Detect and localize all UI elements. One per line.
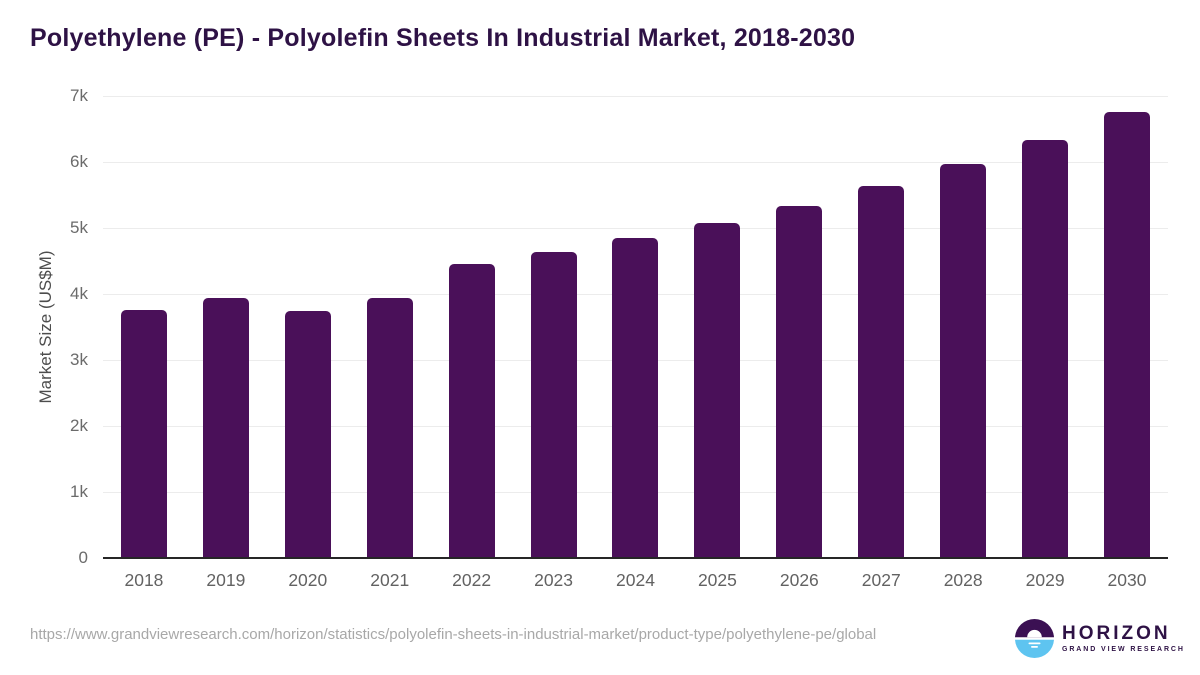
- bar-slot-2026: [758, 96, 840, 558]
- bar-slot-2030: [1086, 96, 1168, 558]
- bar-slot-2025: [676, 96, 758, 558]
- bar-2022[interactable]: [448, 264, 495, 558]
- xtick-2018: 2018: [124, 570, 164, 590]
- bar-slot-2027: [840, 96, 922, 558]
- logo-subbrand: GRAND VIEW RESEARCH: [1062, 646, 1185, 653]
- bar-2028[interactable]: [940, 164, 987, 558]
- xtick-2021: 2021: [370, 570, 410, 590]
- bar-2018[interactable]: [120, 310, 167, 558]
- bar-slot-2024: [595, 96, 677, 558]
- bar-slot-2018: [103, 96, 185, 558]
- bar-slot-2021: [349, 96, 431, 558]
- bar-2025[interactable]: [694, 223, 741, 558]
- ytick-3k: 3k: [70, 350, 88, 369]
- xtick-2029: 2029: [1025, 570, 1065, 590]
- bar-slot-2022: [431, 96, 513, 558]
- bar-2024[interactable]: [612, 238, 659, 558]
- horizon-sun-icon: [1015, 618, 1054, 659]
- gridline-5k: [103, 228, 1168, 229]
- chart-title: Polyethylene (PE) - Polyolefin Sheets In…: [30, 24, 856, 52]
- xtick-2028: 2028: [943, 570, 983, 590]
- xtick-2022: 2022: [452, 570, 492, 590]
- ytick-5k: 5k: [70, 218, 88, 237]
- xtick-2025: 2025: [697, 570, 737, 590]
- ytick-6k: 6k: [70, 152, 88, 171]
- xtick-2024: 2024: [616, 570, 655, 590]
- bar-slot-2029: [1004, 96, 1086, 558]
- bar-slot-2020: [267, 96, 349, 558]
- xtick-2027: 2027: [861, 570, 901, 590]
- plot-area: [103, 96, 1168, 559]
- xtick-2026: 2026: [779, 570, 819, 590]
- bar-slot-2019: [185, 96, 267, 558]
- ytick-7k: 7k: [70, 86, 88, 105]
- bar-2027[interactable]: [858, 186, 905, 558]
- bar-slot-2028: [922, 96, 1004, 558]
- xtick-2020: 2020: [288, 570, 328, 590]
- bar-2021[interactable]: [366, 298, 413, 558]
- source-url: https://www.grandviewresearch.com/horizo…: [30, 626, 877, 643]
- xtick-2019: 2019: [206, 570, 246, 590]
- x-axis-ticks: 2018 2019 2020 2021 2022 2023 2024 2025 2026 2027…: [103, 570, 1168, 591]
- horizon-logo: HORIZON GRAND VIEW RESEARCH: [1014, 618, 1185, 659]
- bar-slot-2023: [513, 96, 595, 558]
- bar-2023[interactable]: [530, 252, 577, 558]
- ytick-2k: 2k: [70, 416, 88, 435]
- xtick-2023: 2023: [534, 570, 574, 590]
- gridline-7k: [103, 96, 1168, 97]
- bar-2019[interactable]: [202, 298, 249, 558]
- logo-brand: HORIZON: [1062, 623, 1171, 644]
- y-axis-label: Market Size (US$M): [36, 250, 55, 404]
- ytick-4k: 4k: [70, 284, 88, 303]
- bar-2026[interactable]: [776, 206, 823, 558]
- ytick-0: 0: [78, 548, 88, 567]
- x-axis-line: [103, 557, 1168, 559]
- gridline-6k: [103, 162, 1168, 163]
- ytick-1k: 1k: [70, 482, 88, 501]
- bar-2020[interactable]: [284, 311, 331, 558]
- logo-text: HORIZON GRAND VIEW RESEARCH: [1062, 624, 1185, 653]
- bar-2030[interactable]: [1104, 112, 1151, 558]
- xtick-2030: 2030: [1107, 570, 1147, 590]
- bar-series: [103, 96, 1168, 558]
- bar-2029[interactable]: [1022, 140, 1069, 558]
